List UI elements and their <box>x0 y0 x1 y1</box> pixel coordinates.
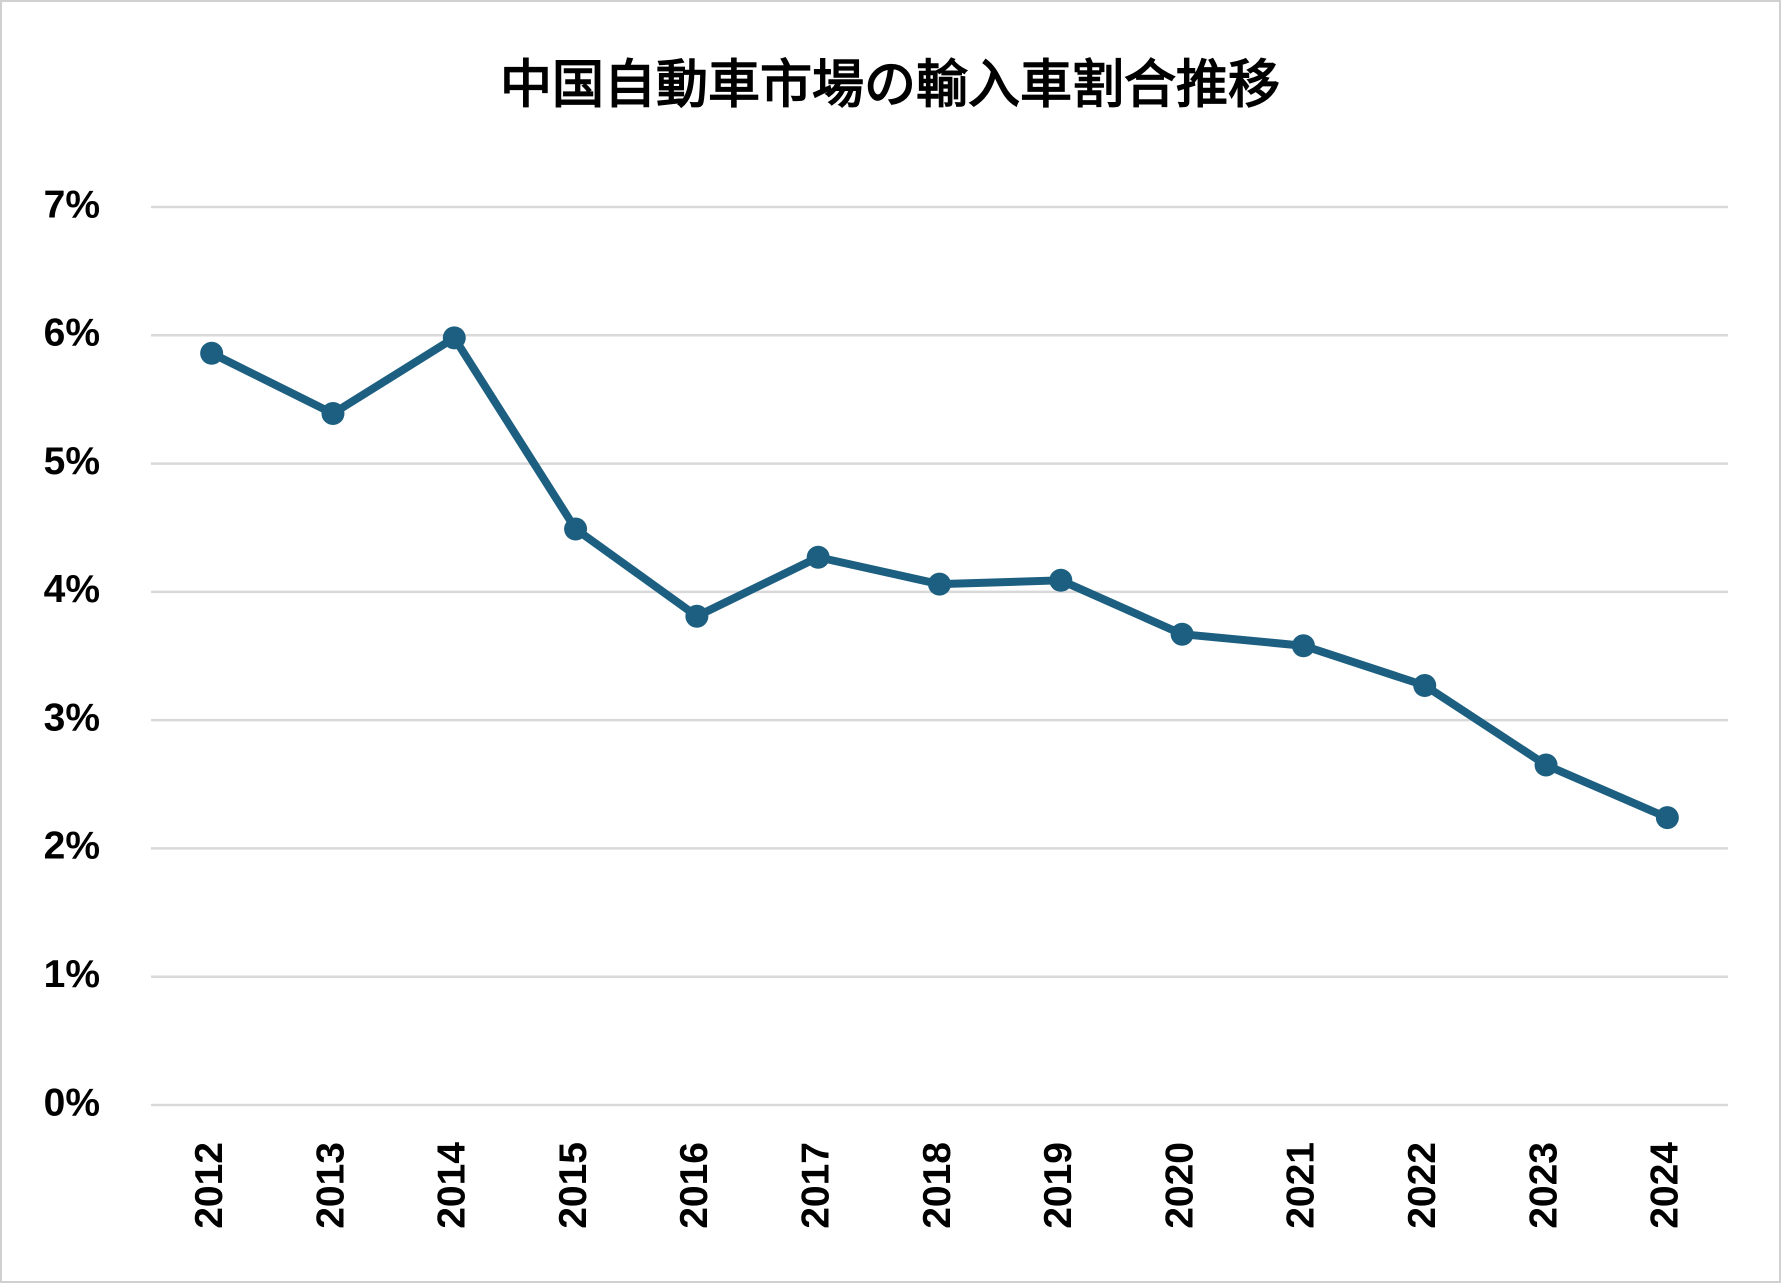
x-tick-label: 2012 <box>188 1142 231 1229</box>
y-tick-label: 3% <box>44 696 100 739</box>
data-point <box>1413 674 1437 698</box>
x-tick-label: 2024 <box>1644 1142 1687 1229</box>
x-tick-label: 2019 <box>1037 1142 1080 1229</box>
data-point <box>1291 634 1315 658</box>
y-tick-label: 2% <box>44 825 100 868</box>
data-point <box>806 545 830 569</box>
data-point <box>442 326 466 350</box>
data-point <box>928 572 951 596</box>
data-point <box>1049 568 1073 592</box>
y-tick-label: 5% <box>44 440 100 483</box>
x-tick-label: 2013 <box>309 1142 352 1229</box>
y-tick-label: 1% <box>44 953 100 996</box>
x-tick-label: 2014 <box>431 1142 474 1229</box>
x-tick-label: 2017 <box>794 1142 837 1229</box>
data-point <box>200 341 224 365</box>
x-tick-label: 2018 <box>916 1142 959 1229</box>
data-point <box>1170 622 1194 646</box>
data-point <box>1534 753 1558 777</box>
y-tick-label: 7% <box>44 183 100 226</box>
x-tick-label: 2022 <box>1401 1142 1444 1229</box>
x-tick-label: 2023 <box>1522 1142 1565 1229</box>
data-point <box>1655 806 1679 830</box>
x-tick-label: 2015 <box>552 1142 595 1229</box>
y-tick-label: 0% <box>44 1081 100 1124</box>
data-point <box>685 604 709 628</box>
x-tick-label: 2020 <box>1158 1142 1201 1229</box>
data-point <box>564 517 588 541</box>
chart-title: 中国自動車市場の輸入車割合推移 <box>500 57 1280 115</box>
y-tick-label: 4% <box>44 568 100 611</box>
data-point <box>321 402 345 426</box>
y-tick-label: 6% <box>44 312 100 355</box>
x-tick-label: 2021 <box>1280 1142 1323 1229</box>
x-tick-label: 2016 <box>673 1142 716 1229</box>
